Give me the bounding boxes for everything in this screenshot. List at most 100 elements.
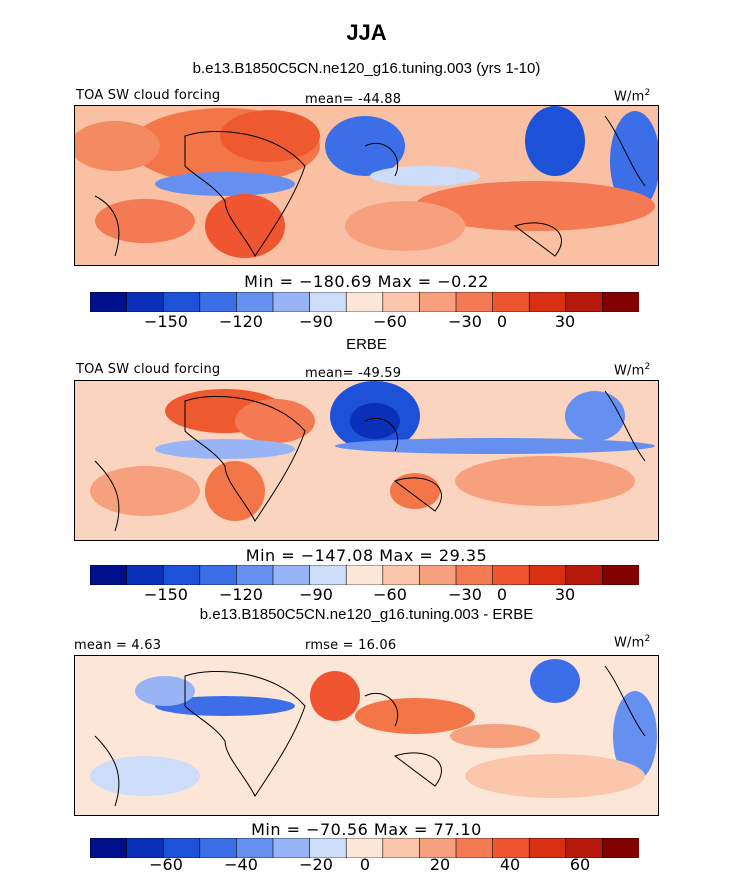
panel-2-tick: −60 bbox=[373, 585, 407, 604]
panel-1-field bbox=[75, 106, 658, 265]
panel-3-tick: 0 bbox=[359, 855, 371, 874]
colorbar-swatch bbox=[528, 292, 567, 312]
panel-2-tick: 0 bbox=[496, 585, 508, 604]
colorbar-swatch bbox=[309, 292, 348, 312]
panel-2-monsoon-core bbox=[350, 403, 400, 439]
colorbar-swatch bbox=[455, 292, 494, 312]
panel-2-tick: −90 bbox=[299, 585, 333, 604]
panel-2-tick: 30 bbox=[554, 585, 576, 604]
panel-2-colorbar-ticks: −150 −120 −90 −60 −30 0 30 bbox=[90, 585, 639, 605]
panel-1-tick: −30 bbox=[448, 312, 482, 331]
panel-1-tick: −90 bbox=[299, 312, 333, 331]
panel-3-tick: 60 bbox=[569, 855, 591, 874]
panel-2-south-africa-positive bbox=[205, 461, 265, 521]
panel-3-rmse-label: rmse = 16.06 bbox=[305, 638, 397, 653]
panel-3-map bbox=[74, 655, 659, 816]
colorbar-swatch bbox=[602, 565, 639, 585]
panel-2-coastlines bbox=[94, 390, 646, 532]
panel-1-warm-pool bbox=[370, 166, 480, 186]
panel-2-itcz-pacific bbox=[335, 438, 655, 454]
colorbar-swatch bbox=[199, 292, 238, 312]
panel-2-colorbar-svg bbox=[90, 565, 639, 585]
panel-1-tick: 30 bbox=[554, 312, 576, 331]
panel-1-colorbar-svg bbox=[90, 292, 639, 312]
panel-2-left-label: TOA SW cloud forcing bbox=[76, 362, 221, 377]
panel-1-colorbar-ticks: −150 −120 −90 −60 −30 0 30 bbox=[90, 312, 639, 332]
panel-3-atlantic-negative bbox=[135, 676, 195, 706]
panel-3-se-pacific-positive bbox=[465, 754, 645, 798]
panel-1-units: W/m2 bbox=[614, 88, 651, 105]
panel-3-maritime-positive bbox=[355, 698, 475, 734]
panel-2-pacific-north-negative bbox=[565, 391, 625, 441]
panel-1-tick: 0 bbox=[496, 312, 508, 331]
colorbar-swatch bbox=[90, 565, 128, 585]
panel-1-south-atlantic-positive bbox=[95, 199, 195, 243]
colorbar-swatch bbox=[492, 565, 531, 585]
panel-3-east-pacific-negative bbox=[613, 691, 657, 781]
panel-1-south-africa-positive bbox=[205, 194, 285, 258]
panel-3-units: W/m2 bbox=[614, 634, 651, 651]
panel-3-colorbar bbox=[90, 838, 639, 858]
panel-3-tick: −20 bbox=[299, 855, 333, 874]
panel-1-colorbar bbox=[90, 292, 639, 312]
colorbar-swatch bbox=[382, 292, 421, 312]
panel-1-tick: −60 bbox=[373, 312, 407, 331]
colorbar-swatch bbox=[602, 292, 639, 312]
colorbar-swatch bbox=[345, 292, 384, 312]
colorbar-swatch bbox=[272, 565, 311, 585]
colorbar-swatch bbox=[199, 565, 238, 585]
panel-2-se-pacific-positive bbox=[455, 456, 635, 506]
colorbar-swatch bbox=[236, 292, 274, 312]
colorbar-swatch bbox=[565, 292, 604, 312]
panel-2-title: ERBE bbox=[346, 336, 387, 353]
panel-1-coastlines bbox=[94, 115, 646, 257]
panel-2-stats: Min = −147.08 Max = 29.35 bbox=[245, 546, 488, 565]
panel-3-field bbox=[75, 656, 658, 815]
panel-1-left-label: TOA SW cloud forcing bbox=[76, 88, 221, 103]
panel-1-stats: Min = −180.69 Max = −0.22 bbox=[244, 272, 489, 291]
panel-3-tick: −40 bbox=[224, 855, 258, 874]
panel-1-arabia-positive bbox=[220, 110, 320, 162]
panel-2-colorbar bbox=[90, 565, 639, 585]
colorbar-swatch bbox=[492, 292, 531, 312]
panel-1-map bbox=[74, 105, 659, 266]
colorbar-swatch bbox=[419, 565, 457, 585]
panel-1-pacific-north-negative bbox=[525, 106, 585, 176]
colorbar-swatch bbox=[90, 292, 128, 312]
panel-1-east-pacific-negative bbox=[610, 111, 658, 211]
colorbar-swatch bbox=[309, 565, 348, 585]
panel-1-tick: −120 bbox=[219, 312, 263, 331]
panel-3-tick: 40 bbox=[499, 855, 521, 874]
panel-2-tick: −30 bbox=[448, 585, 482, 604]
panel-2-mean-label: mean= -49.59 bbox=[305, 366, 402, 381]
panel-3-colorbar-svg bbox=[90, 838, 639, 858]
panel-1-indian-ocean bbox=[345, 201, 465, 251]
colorbar-swatch bbox=[419, 292, 457, 312]
panel-3-mean-label: mean = 4.63 bbox=[74, 638, 162, 653]
panel-1-atlantic-north-positive bbox=[75, 121, 160, 171]
panel-2-field bbox=[75, 381, 658, 540]
panel-2-tick: −150 bbox=[144, 585, 188, 604]
panel-3-tick: −60 bbox=[149, 855, 183, 874]
colorbar-swatch bbox=[236, 565, 274, 585]
panel-2-arabia-positive bbox=[235, 399, 315, 443]
panel-3-tick: 20 bbox=[429, 855, 451, 874]
colorbar-swatch bbox=[126, 292, 164, 312]
colorbar-swatch bbox=[272, 292, 311, 312]
colorbar-swatch bbox=[162, 565, 201, 585]
panel-3-pacific-north-negative bbox=[530, 659, 580, 703]
panel-2-units: W/m2 bbox=[614, 362, 651, 379]
colorbar-swatch bbox=[345, 565, 384, 585]
panel-3-south-atlantic bbox=[90, 756, 200, 796]
panel-2-map bbox=[74, 380, 659, 541]
panel-3-title: b.e13.B1850C5CN.ne120_g16.tuning.003 - E… bbox=[199, 606, 534, 623]
panel-1-itcz-africa bbox=[155, 172, 295, 196]
panel-2-south-atlantic-positive bbox=[90, 466, 200, 516]
panel-1-se-pacific-positive bbox=[415, 181, 655, 231]
colorbar-swatch bbox=[126, 565, 164, 585]
panel-3-pacific-positive bbox=[450, 724, 540, 748]
colorbar-swatch bbox=[565, 565, 604, 585]
panel-3-colorbar-ticks: −60 −40 −20 0 20 40 60 bbox=[90, 855, 639, 875]
panel-1-tick: −150 bbox=[144, 312, 188, 331]
panel-1-mean-label: mean= -44.88 bbox=[305, 92, 402, 107]
